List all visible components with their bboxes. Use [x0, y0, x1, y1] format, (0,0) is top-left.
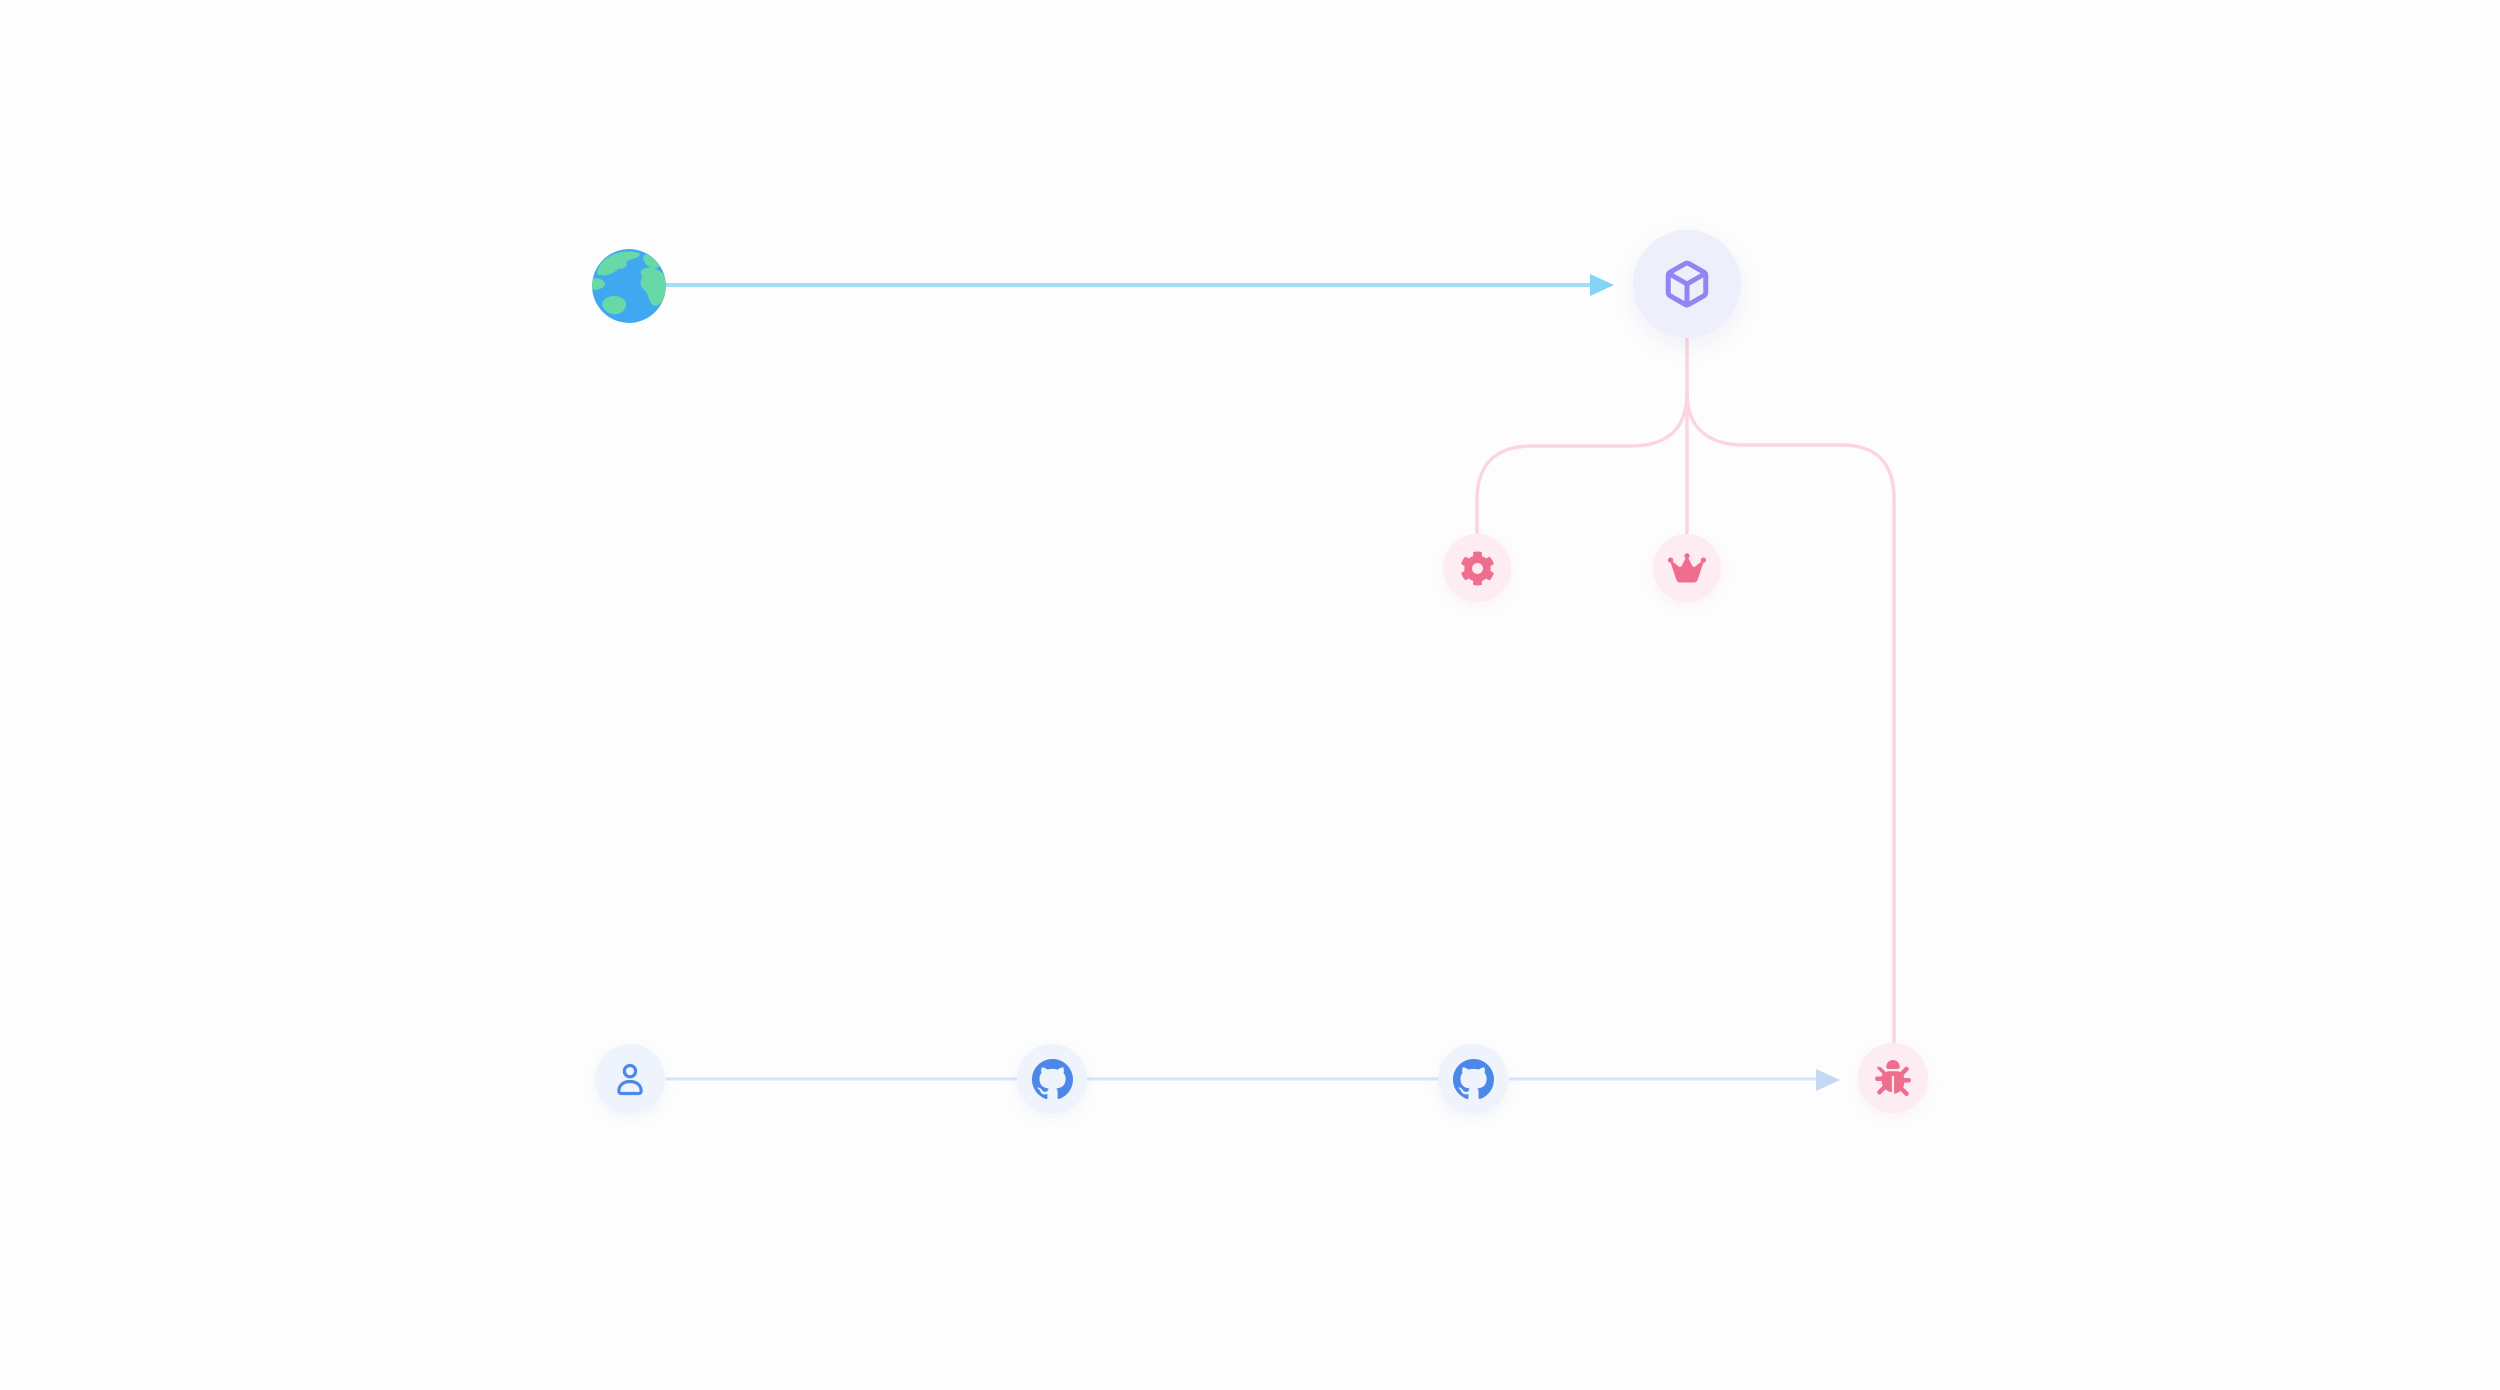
bug-icon: [1875, 1060, 1911, 1096]
github-icon: [1031, 1058, 1073, 1099]
package-cube-icon: [1665, 260, 1709, 308]
crown-icon: [1668, 553, 1706, 583]
node-globe[interactable]: [592, 249, 666, 323]
node-user[interactable]: [595, 1044, 665, 1114]
edge-package-to-gear: [1475, 391, 1689, 535]
globe-icon: [592, 249, 666, 323]
github-icon: [1452, 1058, 1494, 1099]
node-gear[interactable]: [1443, 534, 1511, 602]
node-github-2[interactable]: [1438, 1044, 1508, 1114]
edge-package-to-bug: [1685, 391, 1896, 1044]
gear-icon: [1460, 551, 1494, 585]
node-crown[interactable]: [1653, 534, 1721, 602]
arrowhead-globe-to-package: [1590, 274, 1614, 296]
node-bug[interactable]: [1858, 1043, 1928, 1113]
node-github-1[interactable]: [1017, 1044, 1087, 1114]
arrowhead-github-2-to-bug: [1816, 1069, 1840, 1091]
user-icon: [617, 1063, 643, 1096]
node-package[interactable]: [1633, 230, 1741, 338]
